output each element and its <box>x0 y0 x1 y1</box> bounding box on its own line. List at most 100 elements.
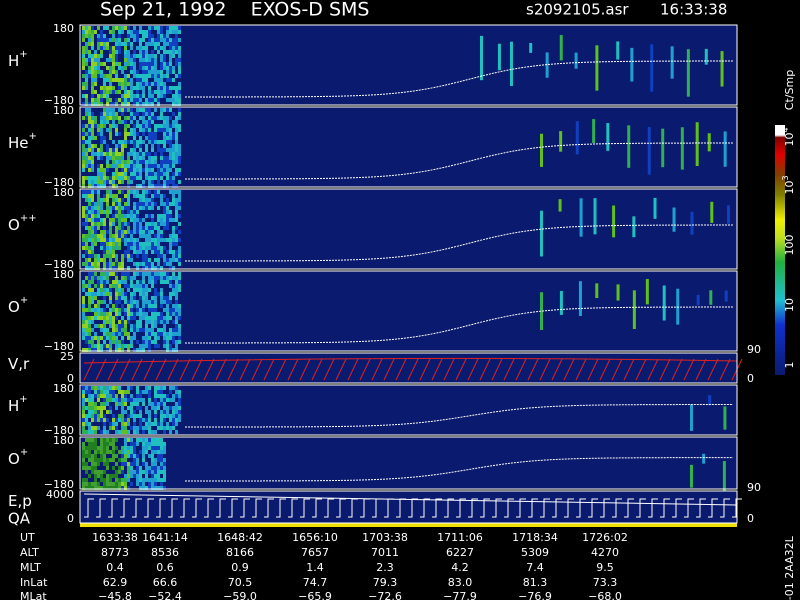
pixel <box>109 210 112 214</box>
table-cell: 1633:38 <box>92 531 138 544</box>
pixel <box>169 280 172 284</box>
pixel <box>169 336 172 340</box>
pixel <box>91 470 94 474</box>
pixel <box>112 442 115 446</box>
pixel <box>124 74 127 78</box>
pixel <box>100 218 103 222</box>
pixel <box>112 124 115 128</box>
pixel <box>109 128 112 132</box>
pixel <box>82 62 85 66</box>
pixel <box>178 332 181 336</box>
pixel <box>106 474 109 478</box>
pixel <box>106 344 109 348</box>
pixel <box>175 430 178 434</box>
pixel <box>82 406 85 410</box>
pixel <box>106 156 109 160</box>
pixel <box>124 86 127 90</box>
pixel <box>166 312 169 316</box>
pixel <box>139 168 142 172</box>
pixel <box>103 262 106 266</box>
pixel <box>148 172 151 176</box>
pixel <box>166 180 169 184</box>
pixel <box>124 26 127 30</box>
pixel <box>127 466 130 470</box>
pixel <box>145 214 148 218</box>
pixel <box>592 119 596 144</box>
pixel <box>166 74 169 78</box>
pixel <box>91 430 94 434</box>
pixel <box>91 454 94 458</box>
pixel <box>127 276 130 280</box>
pixel <box>115 128 118 132</box>
pixel <box>160 26 163 30</box>
pixel <box>145 50 148 54</box>
pixel <box>136 426 139 430</box>
pixel <box>82 214 85 218</box>
pixel <box>97 180 100 184</box>
pixel <box>172 336 175 340</box>
pixel <box>82 152 85 156</box>
pixel <box>112 34 115 38</box>
pixel <box>130 482 133 486</box>
pixel <box>142 132 145 136</box>
pixel <box>148 430 151 434</box>
pixel <box>142 316 145 320</box>
pixel <box>121 320 124 324</box>
pixel <box>82 414 85 418</box>
pixel <box>145 304 148 308</box>
pixel <box>160 288 163 292</box>
pixel <box>148 30 151 34</box>
pixel <box>106 230 109 234</box>
pixel <box>82 168 85 172</box>
pixel <box>127 454 130 458</box>
pixel <box>103 152 106 156</box>
pixel <box>118 38 121 42</box>
pixel <box>136 82 139 86</box>
pixel <box>178 54 181 58</box>
pixel <box>121 222 124 226</box>
pixel <box>112 454 115 458</box>
pixel <box>136 482 139 486</box>
pixel <box>151 70 154 74</box>
pixel <box>172 94 175 98</box>
pixel <box>145 390 148 394</box>
pixel <box>151 324 154 328</box>
pixel <box>109 194 112 198</box>
pixel <box>148 344 151 348</box>
pixel <box>145 74 148 78</box>
pixel <box>106 272 109 276</box>
pixel <box>145 470 148 474</box>
pixel <box>82 184 85 188</box>
pixel <box>133 194 136 198</box>
pixel <box>172 132 175 136</box>
pixel <box>175 386 178 390</box>
pixel <box>154 296 157 300</box>
pixel <box>154 402 157 406</box>
pixel <box>154 172 157 176</box>
pixel <box>103 210 106 214</box>
y-tick-label: 180 <box>53 22 74 35</box>
pixel <box>154 98 157 102</box>
pixel <box>169 266 172 270</box>
pixel <box>94 344 97 348</box>
pixel <box>157 184 160 188</box>
pixel <box>540 210 543 257</box>
pixel <box>127 214 130 218</box>
pixel <box>166 128 169 132</box>
pixel <box>139 272 142 276</box>
pixel <box>139 156 142 160</box>
pixel <box>124 78 127 82</box>
pixel <box>136 54 139 58</box>
pixel <box>145 266 148 270</box>
pixel <box>142 340 145 344</box>
pixel <box>166 78 169 82</box>
pixel <box>82 148 85 152</box>
pixel <box>139 218 142 222</box>
pixel <box>106 198 109 202</box>
pixel <box>151 116 154 120</box>
pixel <box>100 308 103 312</box>
pixel <box>112 486 115 490</box>
pixel <box>118 262 121 266</box>
pixel <box>157 320 160 324</box>
panel-label: O++ <box>8 213 37 234</box>
